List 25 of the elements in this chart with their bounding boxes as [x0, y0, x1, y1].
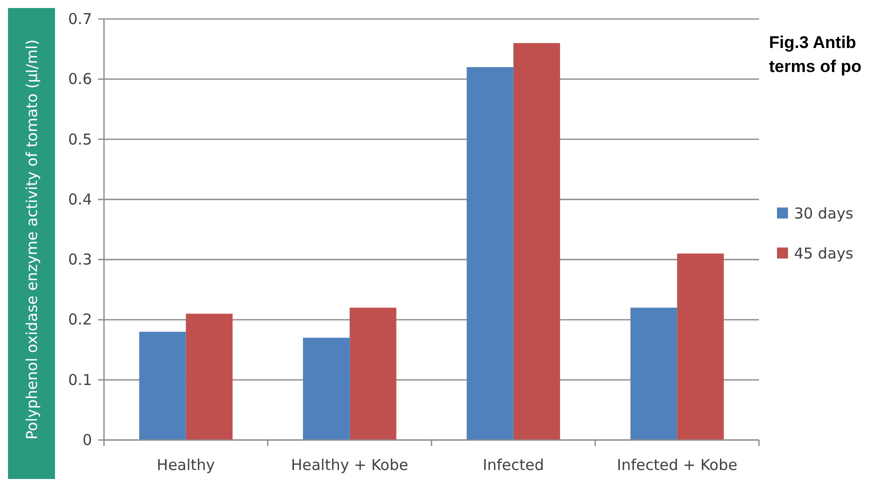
legend-label: 30 days [794, 204, 854, 222]
x-tick-label: Infected [482, 456, 544, 474]
y-tick-label: 0.3 [68, 250, 92, 269]
y-tick-label: 0.5 [68, 130, 92, 148]
x-tick-label: Infected + Kobe [616, 456, 738, 474]
text: terms of po [769, 57, 862, 76]
y-tick-label: 0.1 [68, 370, 92, 389]
y-tick-label: 0.4 [68, 190, 92, 208]
bar [139, 332, 186, 440]
y-tick-label: 0.6 [68, 70, 92, 88]
bar [677, 254, 724, 440]
legend-label: 45 days [794, 244, 854, 262]
caption: Fig.3 Antib [769, 33, 856, 52]
y-tick-label: 0.7 [68, 10, 92, 28]
bar [630, 308, 678, 440]
bar [186, 314, 233, 440]
y-tick-label: 0 [82, 431, 92, 449]
x-tick-label: Healthy [156, 456, 216, 474]
bar [513, 43, 560, 440]
y-axis-title: Polyphenol oxidase enzyme activity of tomato (µl/ml) [23, 39, 41, 440]
x-tick-label: Healthy + Kobe [290, 456, 408, 474]
bar [466, 67, 514, 440]
y-tick-label: 0.2 [68, 310, 92, 329]
bar [302, 338, 350, 440]
bar [350, 308, 396, 440]
